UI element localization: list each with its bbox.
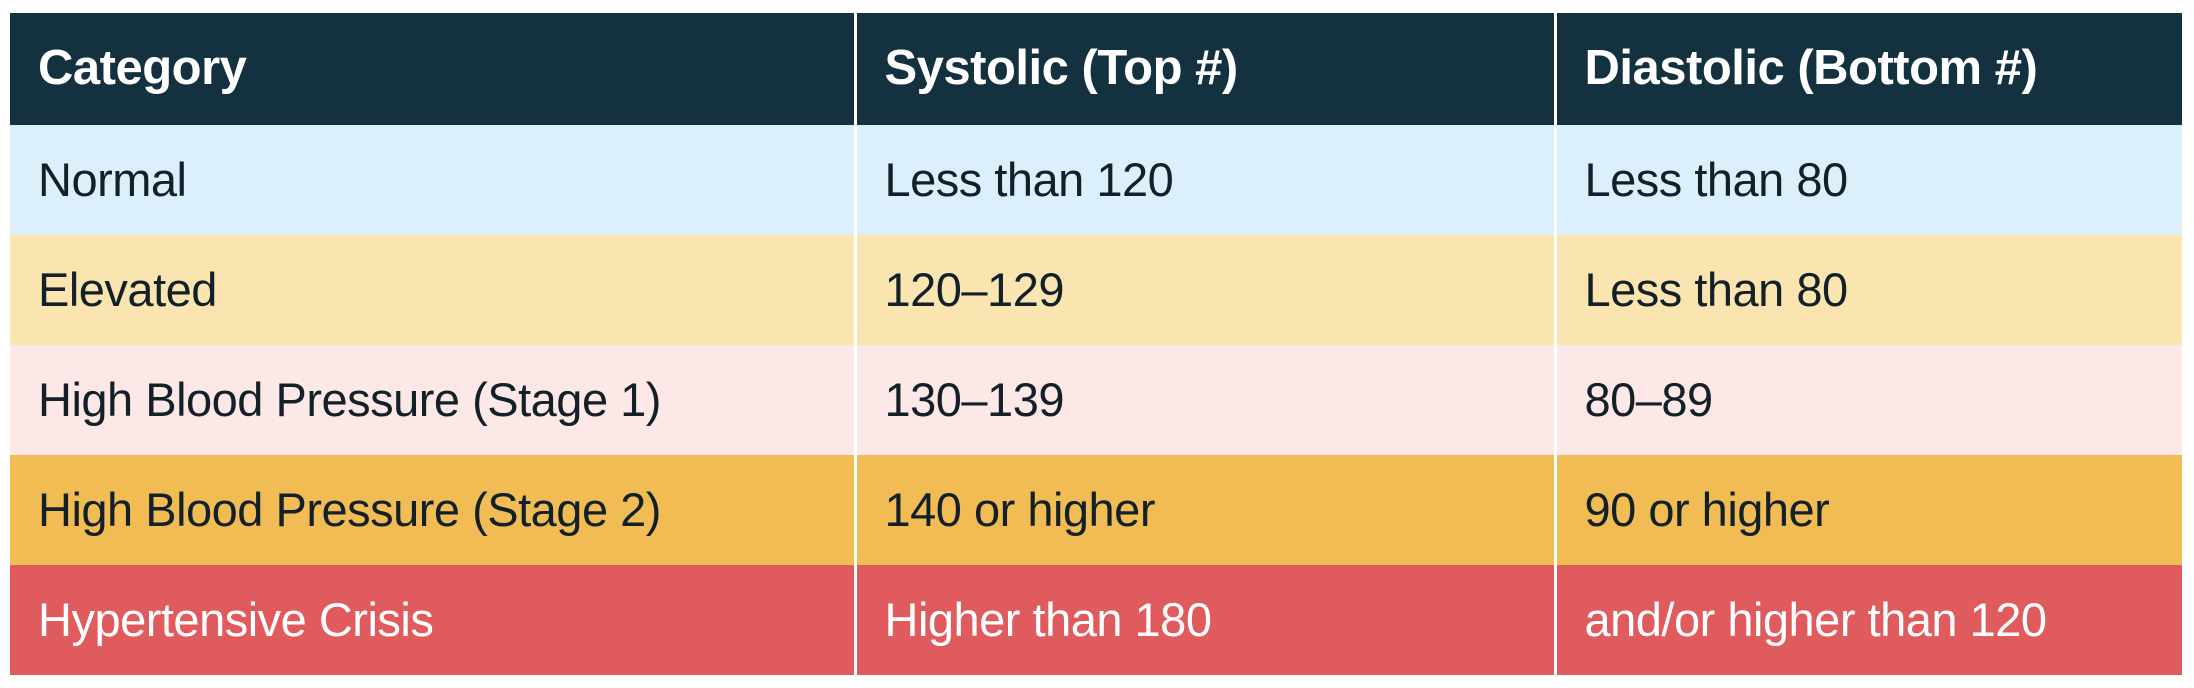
- cell-systolic: 120–129: [853, 235, 1555, 345]
- cell-systolic: 140 or higher: [853, 455, 1555, 565]
- cell-diastolic: 80–89: [1553, 345, 2182, 455]
- cell-systolic: Less than 120: [853, 125, 1555, 235]
- cell-category: High Blood Pressure (Stage 2): [38, 483, 661, 537]
- column-header-systolic: Systolic (Top #): [853, 13, 1555, 125]
- cell-category: Elevated: [38, 263, 217, 317]
- cell-category: Hypertensive Crisis: [38, 593, 434, 647]
- column-header-diastolic: Diastolic (Bottom #): [1553, 13, 2182, 125]
- cell-diastolic: and/or higher than 120: [1553, 565, 2182, 675]
- table-row-stage2: High Blood Pressure (Stage 2) 140 or hig…: [10, 455, 2182, 565]
- table-row-elevated: Elevated 120–129 Less than 80: [10, 235, 2182, 345]
- table-row-normal: Normal Less than 120 Less than 80: [10, 125, 2182, 235]
- cell-diastolic: Less than 80: [1553, 125, 2182, 235]
- header-row: Category Systolic (Top #) Diastolic (Bot…: [10, 13, 2182, 125]
- blood-pressure-categories-table: Category Systolic (Top #) Diastolic (Bot…: [10, 13, 2182, 675]
- cell-category: Normal: [38, 153, 187, 207]
- table-row-stage1: High Blood Pressure (Stage 1) 130–139 80…: [10, 345, 2182, 455]
- table-row-crisis: Hypertensive Crisis Higher than 180 and/…: [10, 565, 2182, 675]
- cell-diastolic: 90 or higher: [1553, 455, 2182, 565]
- cell-diastolic: Less than 80: [1553, 235, 2182, 345]
- table-body: Normal Less than 120 Less than 80 Elevat…: [10, 125, 2182, 675]
- cell-systolic: 130–139: [853, 345, 1555, 455]
- cell-category: High Blood Pressure (Stage 1): [38, 373, 661, 427]
- cell-systolic: Higher than 180: [853, 565, 1555, 675]
- column-header-category: Category: [38, 41, 247, 96]
